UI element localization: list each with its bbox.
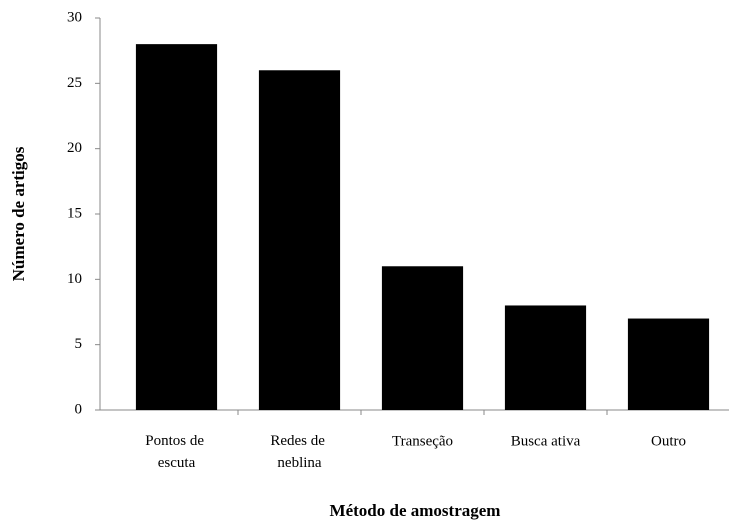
y-axis-title: Número de artigos (9, 146, 28, 281)
y-tick-label: 5 (75, 336, 83, 352)
y-tick-label: 0 (75, 401, 83, 417)
x-tick-label: Outro (651, 433, 686, 449)
x-tick-label: Redes de neblina (270, 433, 328, 471)
x-axis-title: Método de amostragem (330, 501, 501, 520)
bar (504, 305, 587, 410)
x-tick-label: Busca ativa (511, 433, 581, 449)
bar (258, 70, 341, 411)
bar (627, 318, 710, 410)
x-tick-label: Pontos de escuta (145, 433, 208, 471)
y-tick-label: 25 (67, 75, 82, 91)
y-tick-label: 10 (67, 271, 82, 287)
y-tick-label: 20 (67, 140, 82, 156)
x-tick-label: Transeção (392, 433, 453, 449)
bar (135, 44, 218, 411)
bar (381, 266, 464, 410)
y-tick-label: 30 (67, 9, 82, 25)
y-tick-label: 15 (67, 205, 82, 221)
